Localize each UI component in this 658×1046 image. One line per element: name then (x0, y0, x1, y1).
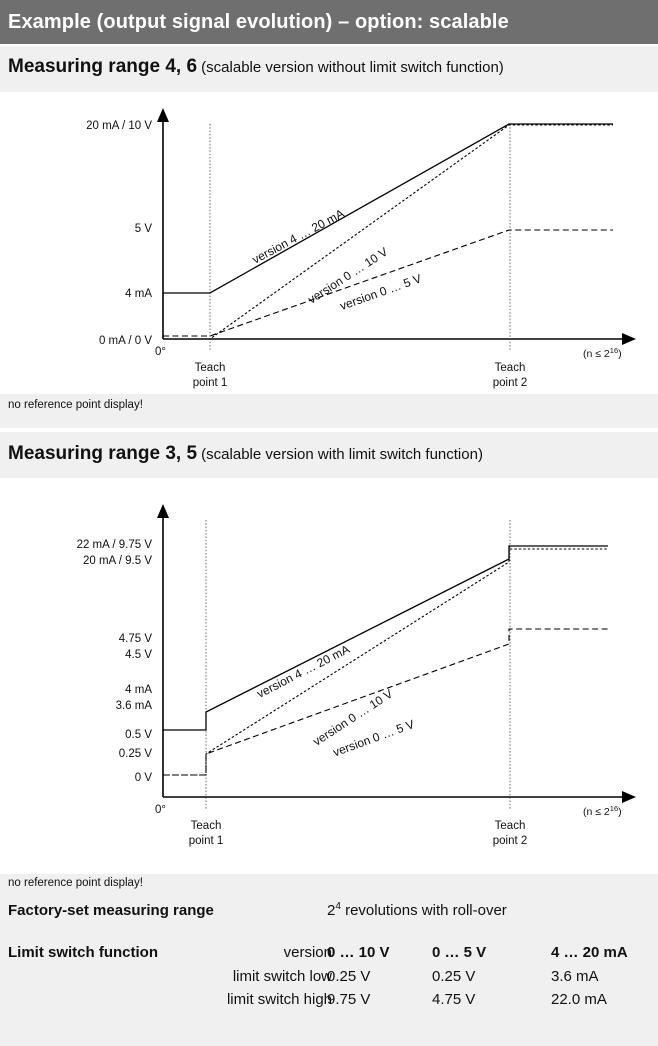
x-tick-label: Teach (495, 820, 526, 832)
y-tick-label: 20 mA / 10 V (86, 120, 152, 132)
series-line (163, 124, 613, 340)
x-tick-label: 0° (155, 804, 166, 816)
y-tick-label: 0.25 V (119, 748, 153, 760)
x-tick-label: point 2 (493, 377, 528, 389)
section-scalable-with-limit-switch: Measuring range 3, 5 (scalable version w… (0, 432, 658, 1046)
y-tick-label: 4 mA (125, 288, 152, 300)
limit-cell: 9.75 V (327, 991, 371, 1008)
y-tick-label: 22 mA / 9.75 V (77, 539, 153, 551)
x-tick-label: Teach (495, 362, 526, 374)
series-line (163, 123, 613, 294)
section-title: Measuring range 3, 5 (scalable version w… (8, 443, 483, 465)
x-tick-label: point 1 (189, 835, 224, 847)
y-tick-label: 0 mA / 0 V (99, 335, 152, 347)
section-title-sub: (scalable version with limit switch func… (197, 446, 483, 463)
section-title-sub: (scalable version without limit switch f… (197, 59, 504, 76)
factory-range-value: 24 revolutions with roll-over (327, 901, 507, 920)
section-title-main: Measuring range 3, 5 (8, 443, 198, 464)
y-tick-label: 20 mA / 9.5 V (83, 555, 152, 567)
y-axis-arrow (157, 108, 169, 122)
limit-col-header: 0 … 5 V (432, 944, 487, 961)
limit-col-header: 4 … 20 mA (551, 944, 628, 961)
section-scalable-without-limit-switch: Measuring range 4, 6 (scalable version w… (0, 46, 658, 428)
series-label: version 4 … 20 mA (255, 642, 352, 701)
y-tick-label: 5 V (135, 223, 153, 235)
limit-cell: 22.0 mA (551, 991, 607, 1008)
note-no-reference-point: no reference point display! (8, 399, 143, 411)
x-end-label: (n ≤ 216) (583, 804, 622, 818)
limit-cell: 4.75 V (432, 991, 476, 1008)
limit-row-low: limit switch low 0.25 V 0.25 V 3.6 mA (8, 968, 648, 988)
limit-table-label: Limit switch function (8, 944, 158, 961)
y-tick-label: 4.5 V (125, 649, 152, 661)
chart-1-svg: 20 mA / 10 V 5 V 4 mA 0 mA / 0 V0° Teach poin… (86, 108, 636, 389)
limit-table-version-label: version (283, 944, 332, 961)
factory-range-label: Factory-set measuring range (8, 902, 214, 919)
limit-cell: 0.25 V (327, 968, 371, 985)
x-tick-label: Teach (191, 820, 222, 832)
factory-range-exponent: 4 (335, 901, 341, 912)
x-axis-arrow (622, 333, 636, 345)
note-no-reference-point: no reference point display! (8, 877, 143, 889)
series-line (163, 229, 613, 337)
chart-1: 20 mA / 10 V 5 V 4 mA 0 mA / 0 V 0° Teach poin… (0, 92, 658, 394)
limit-col-header: 0 … 10 V (327, 944, 390, 961)
y-axis-arrow (157, 504, 169, 518)
x-tick-label: 0° (155, 346, 166, 358)
chart-2: 22 mA / 9.75 V 20 mA / 9.5 V 4.75 V 4.5 V 4 … (0, 478, 658, 874)
y-tick-label: 4 mA (125, 684, 152, 696)
series-line (163, 548, 608, 776)
factory-range-text: revolutions with roll-over (340, 902, 507, 919)
y-tick-label: 4.75 V (119, 633, 153, 645)
page-header: Example (output signal evolution) – opti… (0, 0, 658, 44)
x-end-label: (n ≤ 216) (583, 346, 622, 360)
x-tick-label: Teach (195, 362, 226, 374)
limit-row-label: limit switch low (232, 968, 332, 985)
section-title-main: Measuring range 4, 6 (8, 56, 198, 77)
series-label: version 4 … 20 mA (250, 206, 347, 266)
limit-row-high: limit switch high 9.75 V 4.75 V 22.0 mA (8, 991, 648, 1011)
y-tick-label: 3.6 mA (116, 700, 153, 712)
y-tick-label: 0 V (135, 772, 153, 784)
limit-cell: 3.6 mA (551, 968, 599, 985)
x-tick-label: point 1 (193, 377, 228, 389)
limit-row-label: limit switch high (226, 991, 332, 1008)
series-line (163, 545, 608, 731)
x-axis-arrow (622, 791, 636, 803)
x-tick-label: point 2 (493, 835, 528, 847)
limit-table-header: Limit switch function version 0 … 10 V 0… (8, 944, 648, 964)
y-tick-label: 0.5 V (125, 729, 152, 741)
limit-cell: 0.25 V (432, 968, 476, 985)
factory-range-base: 2 (327, 902, 336, 919)
section-title: Measuring range 4, 6 (scalable version w… (8, 56, 504, 78)
chart-2-svg: 22 mA / 9.75 V 20 mA / 9.5 V 4.75 V 4.5 V 4 … (77, 504, 636, 847)
